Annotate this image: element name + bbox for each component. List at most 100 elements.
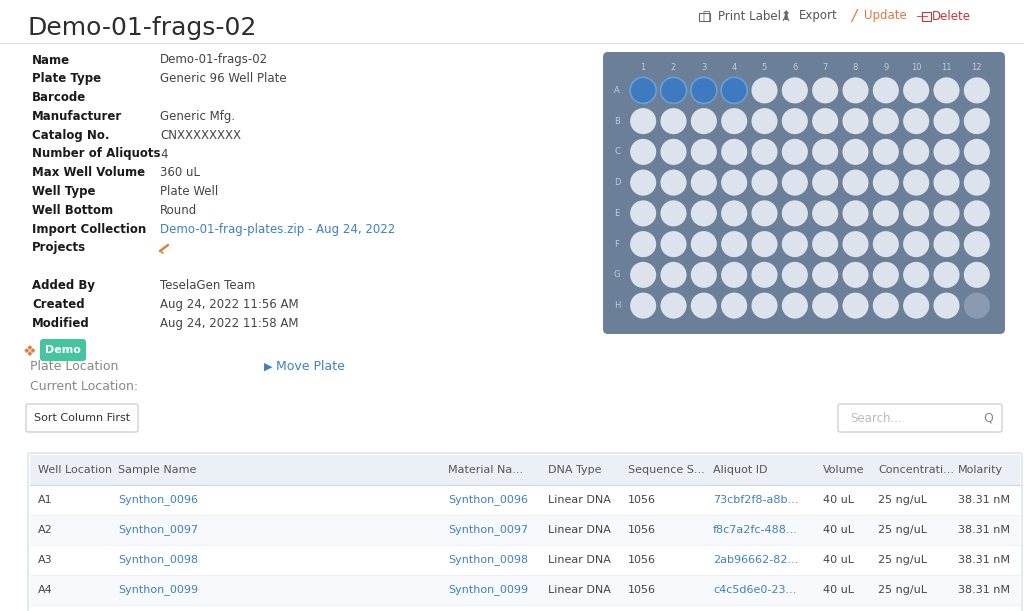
- Text: c4c5d6e0-23...: c4c5d6e0-23...: [713, 585, 797, 595]
- Text: Modified: Modified: [32, 316, 90, 330]
- Text: Import Collection: Import Collection: [32, 222, 146, 236]
- Circle shape: [964, 139, 990, 165]
- Circle shape: [781, 170, 808, 196]
- Text: Aug 24, 2022 11:56 AM: Aug 24, 2022 11:56 AM: [160, 298, 299, 311]
- Text: A4: A4: [38, 585, 53, 595]
- Text: ▶: ▶: [264, 362, 272, 372]
- Text: 25 ng/uL: 25 ng/uL: [878, 555, 927, 565]
- Circle shape: [691, 262, 717, 288]
- Text: 1: 1: [641, 64, 646, 72]
- Circle shape: [752, 139, 777, 165]
- Circle shape: [781, 78, 808, 103]
- Circle shape: [964, 231, 990, 257]
- Text: 40 uL: 40 uL: [823, 555, 854, 565]
- Text: Plate Well: Plate Well: [160, 185, 218, 198]
- Text: Aliquot ID: Aliquot ID: [713, 465, 768, 475]
- Circle shape: [752, 262, 777, 288]
- Circle shape: [781, 262, 808, 288]
- Bar: [30, 485, 1020, 515]
- Text: G: G: [613, 271, 621, 279]
- Text: A3: A3: [38, 555, 52, 565]
- Text: Plate Type: Plate Type: [32, 72, 101, 86]
- Text: 1056: 1056: [628, 525, 656, 535]
- Circle shape: [752, 78, 777, 103]
- Text: F: F: [614, 240, 620, 249]
- Circle shape: [630, 231, 656, 257]
- Text: Volume: Volume: [823, 465, 864, 475]
- Circle shape: [964, 200, 990, 227]
- Circle shape: [752, 231, 777, 257]
- Text: Aug 24, 2022 11:58 AM: Aug 24, 2022 11:58 AM: [160, 316, 299, 330]
- Text: 4: 4: [160, 147, 168, 161]
- Text: Sequence S...: Sequence S...: [628, 465, 705, 475]
- Circle shape: [781, 200, 808, 227]
- Circle shape: [872, 139, 899, 165]
- Text: Current Location:: Current Location:: [30, 381, 138, 393]
- Circle shape: [781, 139, 808, 165]
- Circle shape: [843, 293, 868, 319]
- Circle shape: [721, 231, 748, 257]
- Circle shape: [812, 139, 839, 165]
- Circle shape: [660, 78, 686, 103]
- Circle shape: [872, 293, 899, 319]
- Circle shape: [812, 231, 839, 257]
- Circle shape: [721, 262, 748, 288]
- Text: D: D: [613, 178, 621, 187]
- Circle shape: [630, 293, 656, 319]
- Text: Sample Name: Sample Name: [118, 465, 197, 475]
- Circle shape: [964, 108, 990, 134]
- Text: ⬆: ⬆: [780, 10, 792, 23]
- Circle shape: [812, 200, 839, 227]
- Bar: [30, 455, 1020, 485]
- Text: Synthon_0097: Synthon_0097: [449, 525, 528, 535]
- Circle shape: [812, 78, 839, 103]
- Circle shape: [630, 262, 656, 288]
- Circle shape: [660, 170, 686, 196]
- Text: 38.31 nM: 38.31 nM: [958, 585, 1010, 595]
- FancyBboxPatch shape: [40, 339, 86, 361]
- Circle shape: [872, 108, 899, 134]
- Circle shape: [843, 262, 868, 288]
- Text: Projects: Projects: [32, 241, 86, 255]
- Circle shape: [843, 170, 868, 196]
- Circle shape: [934, 200, 959, 227]
- Circle shape: [903, 170, 929, 196]
- Text: 9: 9: [884, 64, 889, 72]
- Circle shape: [752, 170, 777, 196]
- Text: Linear DNA: Linear DNA: [548, 585, 611, 595]
- Text: 6: 6: [793, 64, 798, 72]
- Circle shape: [934, 293, 959, 319]
- Text: H: H: [613, 301, 621, 310]
- Circle shape: [872, 231, 899, 257]
- Text: Move Plate: Move Plate: [276, 360, 345, 373]
- Text: Molarity: Molarity: [958, 465, 1004, 475]
- Circle shape: [752, 293, 777, 319]
- Circle shape: [630, 78, 656, 103]
- Text: TeselaGen Team: TeselaGen Team: [160, 279, 255, 292]
- Text: Round: Round: [160, 204, 198, 217]
- Text: Demo-01-frag-plates.zip - Aug 24, 2022: Demo-01-frag-plates.zip - Aug 24, 2022: [160, 222, 395, 236]
- Circle shape: [964, 262, 990, 288]
- Text: 5: 5: [762, 64, 767, 72]
- Text: Export: Export: [799, 10, 838, 23]
- Text: 4: 4: [731, 64, 737, 72]
- Circle shape: [721, 170, 748, 196]
- Text: 2ab96662-82...: 2ab96662-82...: [713, 555, 799, 565]
- Circle shape: [752, 200, 777, 227]
- Circle shape: [964, 78, 990, 103]
- Text: 1056: 1056: [628, 495, 656, 505]
- Text: Well Type: Well Type: [32, 185, 95, 198]
- FancyBboxPatch shape: [26, 404, 138, 432]
- Circle shape: [691, 293, 717, 319]
- Circle shape: [691, 170, 717, 196]
- Circle shape: [691, 231, 717, 257]
- Text: Name: Name: [32, 54, 70, 67]
- Circle shape: [934, 108, 959, 134]
- Text: Q: Q: [983, 411, 993, 425]
- Text: 1056: 1056: [628, 585, 656, 595]
- Text: 360 uL: 360 uL: [160, 166, 200, 179]
- Text: ⎙: ⎙: [702, 10, 710, 23]
- Text: 8: 8: [853, 64, 858, 72]
- Circle shape: [721, 200, 748, 227]
- Text: 1056: 1056: [628, 555, 656, 565]
